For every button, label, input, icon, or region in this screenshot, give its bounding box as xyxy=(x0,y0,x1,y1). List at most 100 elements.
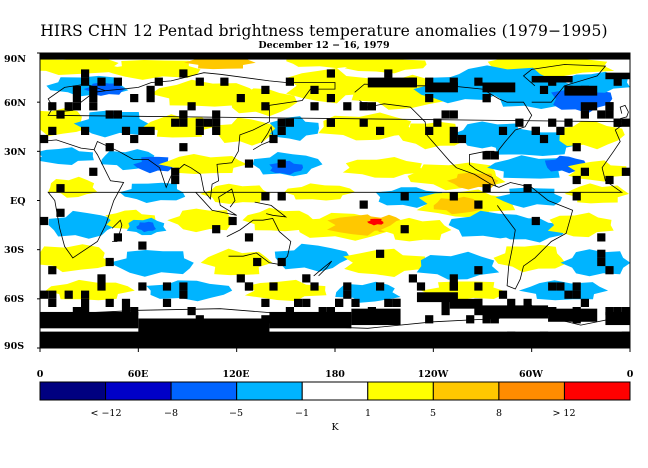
missing-band-north xyxy=(40,53,630,60)
missing-cell xyxy=(121,298,131,307)
map-title: HIRS CHN 12 Pentad brightness temperatur… xyxy=(40,22,608,40)
map-subtitle: December 12 − 16, 1979 xyxy=(258,40,390,51)
missing-cell xyxy=(179,110,188,119)
missing-cell xyxy=(376,126,385,135)
colorbar-label-5: 1 xyxy=(364,408,372,419)
missing-cell xyxy=(89,315,98,324)
missing-block xyxy=(416,292,458,303)
missing-cell xyxy=(425,315,434,324)
anomaly-patch xyxy=(48,210,118,239)
lat-label-eq: EQ xyxy=(10,196,26,207)
missing-cell xyxy=(146,126,155,135)
missing-cell xyxy=(105,110,114,119)
missing-cell xyxy=(621,331,630,340)
missing-cell xyxy=(605,110,614,119)
lat-label-30s: 30S xyxy=(4,245,25,256)
missing-cell xyxy=(335,298,344,307)
missing-cell xyxy=(523,184,532,193)
lat-label-90s: 90S xyxy=(4,341,25,352)
missing-cell xyxy=(482,184,491,193)
missing-cell xyxy=(40,290,49,299)
colorbar-label-3: −5 xyxy=(228,408,243,419)
colorbar-swatch-6 xyxy=(367,381,434,401)
missing-cell xyxy=(89,94,98,103)
missing-cell xyxy=(326,118,335,127)
missing-cell xyxy=(40,134,49,144)
missing-cell xyxy=(64,290,73,299)
missing-cell xyxy=(228,216,237,226)
missing-cell xyxy=(244,282,254,291)
colorbar-label-2: −8 xyxy=(163,408,178,419)
missing-cell xyxy=(48,290,57,299)
missing-cell xyxy=(81,69,90,78)
missing-cell xyxy=(441,110,450,119)
missing-cell xyxy=(269,134,278,144)
missing-cell xyxy=(359,118,368,127)
missing-cell xyxy=(56,110,65,119)
axis-ticks xyxy=(37,52,631,352)
missing-cell xyxy=(105,298,114,307)
missing-cell xyxy=(179,290,188,299)
coast-africa-europe xyxy=(40,83,628,259)
missing-cell xyxy=(572,315,581,324)
missing-cell xyxy=(482,94,491,103)
anomaly-patch xyxy=(200,248,273,276)
missing-cell xyxy=(384,69,393,78)
missing-cell xyxy=(56,315,65,324)
anomaly-patch xyxy=(556,121,625,150)
missing-cell xyxy=(507,307,516,316)
missing-cell xyxy=(474,77,483,86)
missing-block xyxy=(138,318,270,342)
colorbar-swatch-5 xyxy=(301,381,369,401)
coast-japan xyxy=(252,125,274,151)
missing-cell xyxy=(367,307,376,316)
missing-cell xyxy=(326,94,335,103)
coast-australia xyxy=(226,218,292,265)
missing-cell xyxy=(597,257,606,267)
missing-cell xyxy=(441,298,450,307)
anomaly-patch xyxy=(433,196,483,215)
missing-cell xyxy=(138,126,147,135)
coast-south-america xyxy=(496,182,574,290)
missing-cell xyxy=(81,126,90,135)
anomaly-patch xyxy=(398,122,465,150)
colorbar-swatch-2 xyxy=(105,381,172,401)
missing-block xyxy=(605,72,630,80)
missing-cell xyxy=(498,126,508,135)
missing-cell xyxy=(572,307,581,316)
missing-cell xyxy=(343,290,352,299)
missing-cell xyxy=(130,134,139,144)
missing-cell xyxy=(351,315,360,324)
missing-cell xyxy=(548,77,557,86)
missing-cell xyxy=(179,69,188,78)
missing-cell xyxy=(195,118,204,127)
coast-new-zealand xyxy=(313,260,333,277)
missing-cell xyxy=(343,282,352,291)
lat-label-30n: 30N xyxy=(4,147,26,158)
missing-cell xyxy=(466,315,475,324)
missing-cell xyxy=(48,126,57,135)
missing-cell xyxy=(597,249,606,258)
missing-cell xyxy=(261,192,270,201)
missing-cell xyxy=(81,290,90,299)
missing-cell xyxy=(261,102,270,111)
anomaly-patch xyxy=(40,147,94,165)
missing-cell xyxy=(326,315,335,324)
missing-cell xyxy=(253,257,262,267)
missing-cell xyxy=(187,307,196,316)
missing-cell xyxy=(335,315,344,324)
missing-cell xyxy=(351,298,360,307)
missing-cell xyxy=(310,85,319,94)
missing-cell xyxy=(548,118,557,127)
missing-cell xyxy=(507,298,516,307)
missing-cell xyxy=(474,266,483,275)
missing-cell xyxy=(244,233,254,242)
missing-cell xyxy=(449,192,458,201)
missing-cell xyxy=(269,282,278,291)
missing-cell xyxy=(580,110,589,119)
colorbar-swatch-8 xyxy=(498,381,565,401)
missing-cell xyxy=(572,290,581,299)
missing-cell xyxy=(400,192,409,201)
missing-cell xyxy=(179,143,188,152)
anomaly-patch xyxy=(40,244,113,273)
